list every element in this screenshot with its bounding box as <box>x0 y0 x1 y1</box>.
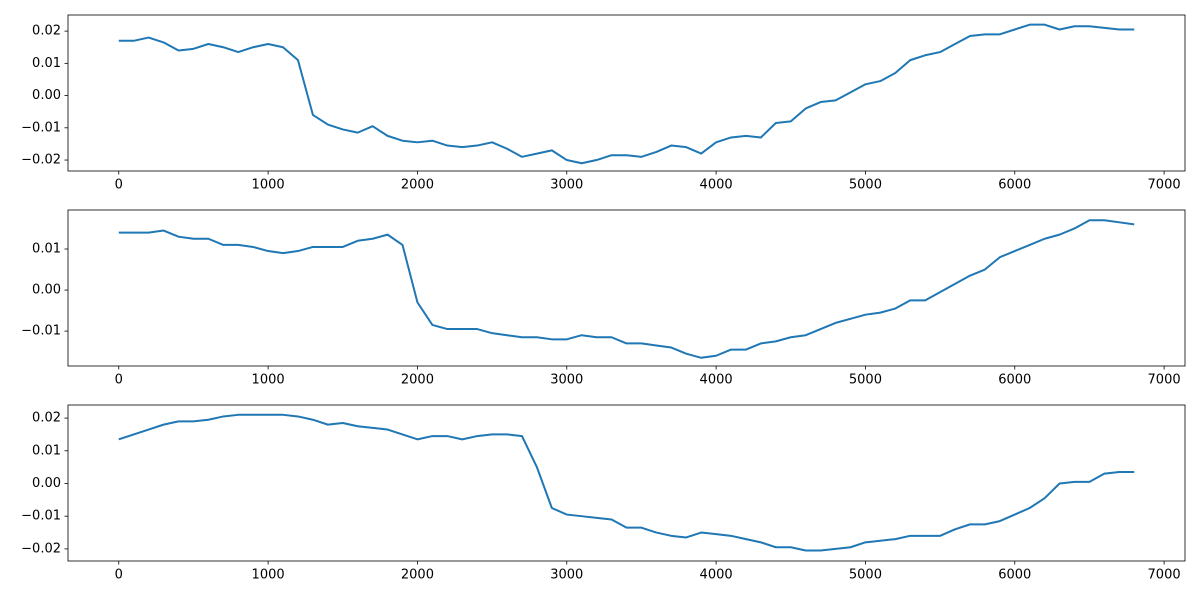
y-tick-label: 0.01 <box>32 443 61 458</box>
data-line <box>118 413 1135 552</box>
x-tick-label: 3000 <box>550 373 583 388</box>
data-line <box>118 23 1135 165</box>
x-tick-label: 5000 <box>849 178 882 193</box>
x-tick-label: 4000 <box>700 568 733 583</box>
x-tick-label: 0 <box>115 178 123 193</box>
axes-frame <box>67 209 1186 367</box>
x-tick-label: 7000 <box>1148 178 1181 193</box>
y-tick-label: 0.00 <box>32 88 61 103</box>
x-tick-label: 2000 <box>401 178 434 193</box>
x-tick-label: 5000 <box>849 373 882 388</box>
y-tick-label: −0.01 <box>21 324 61 339</box>
x-tick-label: 4000 <box>700 178 733 193</box>
x-tick-label: 6000 <box>998 568 1031 583</box>
x-tick-label: 4000 <box>700 373 733 388</box>
x-tick-label: 1000 <box>252 373 285 388</box>
y-tick-label: −0.02 <box>21 153 61 168</box>
data-line <box>118 219 1135 359</box>
y-tick-label: 0.01 <box>32 56 61 71</box>
x-tick-label: 1000 <box>252 568 285 583</box>
x-tick-label: 7000 <box>1148 568 1181 583</box>
x-tick-label: 2000 <box>401 373 434 388</box>
y-tick-label: 0.00 <box>32 476 61 491</box>
x-tick-label: 3000 <box>550 568 583 583</box>
y-tick-label: 0.01 <box>32 242 61 257</box>
x-tick-label: 1000 <box>252 178 285 193</box>
x-tick-label: 0 <box>115 568 123 583</box>
x-tick-label: 3000 <box>550 178 583 193</box>
y-tick-label: 0.00 <box>32 283 61 298</box>
x-tick-label: 6000 <box>998 178 1031 193</box>
x-tick-label: 2000 <box>401 568 434 583</box>
y-tick-label: −0.01 <box>21 509 61 524</box>
y-tick-label: 0.02 <box>32 411 61 426</box>
x-tick-label: 5000 <box>849 568 882 583</box>
x-tick-label: 6000 <box>998 373 1031 388</box>
axes-frame <box>67 404 1186 562</box>
x-tick-label: 0 <box>115 373 123 388</box>
y-tick-label: 0.02 <box>32 24 61 39</box>
axes-frame <box>67 14 1186 172</box>
y-tick-label: −0.01 <box>21 120 61 135</box>
x-tick-label: 7000 <box>1148 373 1181 388</box>
y-tick-label: −0.02 <box>21 541 61 556</box>
